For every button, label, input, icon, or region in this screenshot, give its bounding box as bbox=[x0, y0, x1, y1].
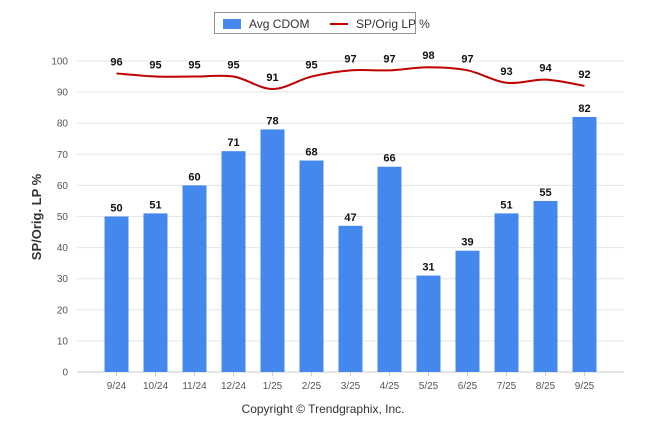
line-series bbox=[116, 66, 585, 90]
y-tick-label: 70 bbox=[57, 150, 69, 161]
bar bbox=[338, 225, 363, 372]
bar bbox=[455, 250, 480, 372]
y-tick-label: 50 bbox=[57, 212, 69, 223]
bar-data-label: 51 bbox=[500, 199, 512, 211]
y-axis-label: SP/Orig. LP % bbox=[29, 173, 44, 260]
bar-data-label: 68 bbox=[305, 147, 317, 159]
x-tick-label: 9/25 bbox=[575, 381, 595, 392]
bar bbox=[299, 160, 324, 372]
bar-data-label: 31 bbox=[422, 262, 434, 274]
line-path bbox=[116, 66, 585, 90]
x-tick-label: 12/24 bbox=[221, 381, 246, 392]
legend-label-sp-orig-lp: SP/Orig LP % bbox=[356, 17, 430, 31]
line-data-label: 97 bbox=[344, 53, 356, 65]
line-data-label: 97 bbox=[383, 53, 395, 65]
line-data-label: 96 bbox=[110, 56, 122, 68]
legend-line-swatch bbox=[330, 23, 348, 25]
line-data-label: 91 bbox=[266, 72, 278, 84]
y-tick-label: 80 bbox=[57, 119, 69, 130]
line-data-label: 98 bbox=[422, 50, 434, 62]
bar bbox=[104, 216, 129, 372]
line-data-label: 97 bbox=[461, 53, 473, 65]
x-tick-label: 10/24 bbox=[143, 381, 168, 392]
legend-label-avg-cdom: Avg CDOM bbox=[249, 17, 310, 31]
x-axis-ticks: 9/24 10/24 11/24 12/24 1/25 2/25 3/25 4/25 5/25 6… bbox=[107, 372, 595, 392]
bar-data-label: 82 bbox=[578, 103, 590, 115]
x-tick-label: 8/25 bbox=[536, 381, 556, 392]
y-tick-label: 90 bbox=[57, 88, 69, 99]
x-tick-label: 7/25 bbox=[497, 381, 517, 392]
y-tick-label: 10 bbox=[57, 336, 69, 347]
bar-data-labels: 50 51 60 71 78 68 47 66 31 39 51 55 82 bbox=[110, 103, 590, 274]
y-tick-label: 30 bbox=[57, 274, 69, 285]
line-data-label: 93 bbox=[500, 66, 512, 78]
bar bbox=[260, 129, 285, 372]
line-data-label: 95 bbox=[188, 60, 200, 72]
line-data-label: 95 bbox=[305, 60, 317, 72]
bar-series bbox=[104, 116, 597, 372]
x-tick-label: 5/25 bbox=[419, 381, 439, 392]
y-tick-label: 0 bbox=[62, 368, 68, 379]
bar bbox=[572, 116, 597, 372]
bar-data-label: 55 bbox=[539, 187, 551, 199]
bar-data-label: 60 bbox=[188, 171, 200, 183]
line-data-label: 92 bbox=[578, 69, 590, 81]
bar-data-label: 51 bbox=[149, 199, 161, 211]
line-data-label: 95 bbox=[227, 60, 239, 72]
x-tick-label: 2/25 bbox=[302, 381, 322, 392]
y-tick-label: 60 bbox=[57, 181, 69, 192]
legend: Avg CDOM SP/Orig LP % bbox=[214, 12, 430, 34]
line-data-label: 95 bbox=[149, 60, 161, 72]
line-data-label: 94 bbox=[539, 63, 552, 75]
bar bbox=[221, 151, 246, 372]
bar-data-label: 66 bbox=[383, 153, 395, 165]
y-tick-label: 20 bbox=[57, 305, 69, 316]
bar bbox=[494, 213, 519, 372]
bar bbox=[533, 200, 558, 372]
x-tick-label: 4/25 bbox=[380, 381, 400, 392]
bar bbox=[143, 213, 168, 372]
bar-data-label: 78 bbox=[266, 115, 278, 127]
x-tick-label: 11/24 bbox=[182, 381, 207, 392]
bar-data-label: 71 bbox=[227, 137, 239, 149]
bar bbox=[377, 166, 402, 372]
bar bbox=[416, 275, 441, 372]
y-tick-label: 40 bbox=[57, 243, 69, 254]
bar-data-label: 39 bbox=[461, 237, 473, 249]
line-data-labels: 96 95 95 95 91 95 97 97 98 97 93 94 92 bbox=[110, 50, 590, 84]
copyright-text: Copyright © Trendgraphix, Inc. bbox=[241, 402, 405, 416]
bar-data-label: 50 bbox=[110, 203, 122, 215]
bar bbox=[182, 185, 207, 372]
y-axis-ticks: 0 10 20 30 40 50 60 70 80 90 100 bbox=[51, 57, 68, 379]
x-tick-label: 9/24 bbox=[107, 381, 127, 392]
legend-bar-swatch bbox=[223, 19, 241, 29]
x-tick-label: 6/25 bbox=[458, 381, 478, 392]
x-tick-label: 3/25 bbox=[341, 381, 361, 392]
x-tick-label: 1/25 bbox=[263, 381, 283, 392]
y-tick-label: 100 bbox=[51, 57, 68, 68]
bar-data-label: 47 bbox=[344, 212, 356, 224]
